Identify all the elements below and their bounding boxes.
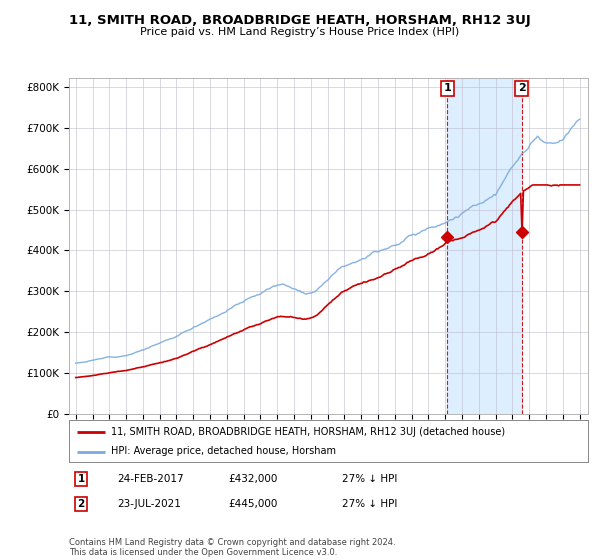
Text: 11, SMITH ROAD, BROADBRIDGE HEATH, HORSHAM, RH12 3UJ (detached house): 11, SMITH ROAD, BROADBRIDGE HEATH, HORSH… (110, 427, 505, 437)
Text: 1: 1 (77, 474, 85, 484)
Text: 23-JUL-2021: 23-JUL-2021 (117, 499, 181, 509)
Text: 2: 2 (77, 499, 85, 509)
Text: 2: 2 (518, 83, 526, 94)
Text: Price paid vs. HM Land Registry’s House Price Index (HPI): Price paid vs. HM Land Registry’s House … (140, 27, 460, 37)
Text: 27% ↓ HPI: 27% ↓ HPI (342, 499, 397, 509)
Text: £432,000: £432,000 (228, 474, 277, 484)
Text: Contains HM Land Registry data © Crown copyright and database right 2024.
This d: Contains HM Land Registry data © Crown c… (69, 538, 395, 557)
Bar (447, 78, 521, 414)
Text: 24-FEB-2017: 24-FEB-2017 (117, 474, 184, 484)
Text: 1: 1 (443, 83, 451, 94)
Text: 27% ↓ HPI: 27% ↓ HPI (342, 474, 397, 484)
Text: 11, SMITH ROAD, BROADBRIDGE HEATH, HORSHAM, RH12 3UJ: 11, SMITH ROAD, BROADBRIDGE HEATH, HORSH… (69, 14, 531, 27)
Text: HPI: Average price, detached house, Horsham: HPI: Average price, detached house, Hors… (110, 446, 335, 456)
Text: £445,000: £445,000 (228, 499, 277, 509)
